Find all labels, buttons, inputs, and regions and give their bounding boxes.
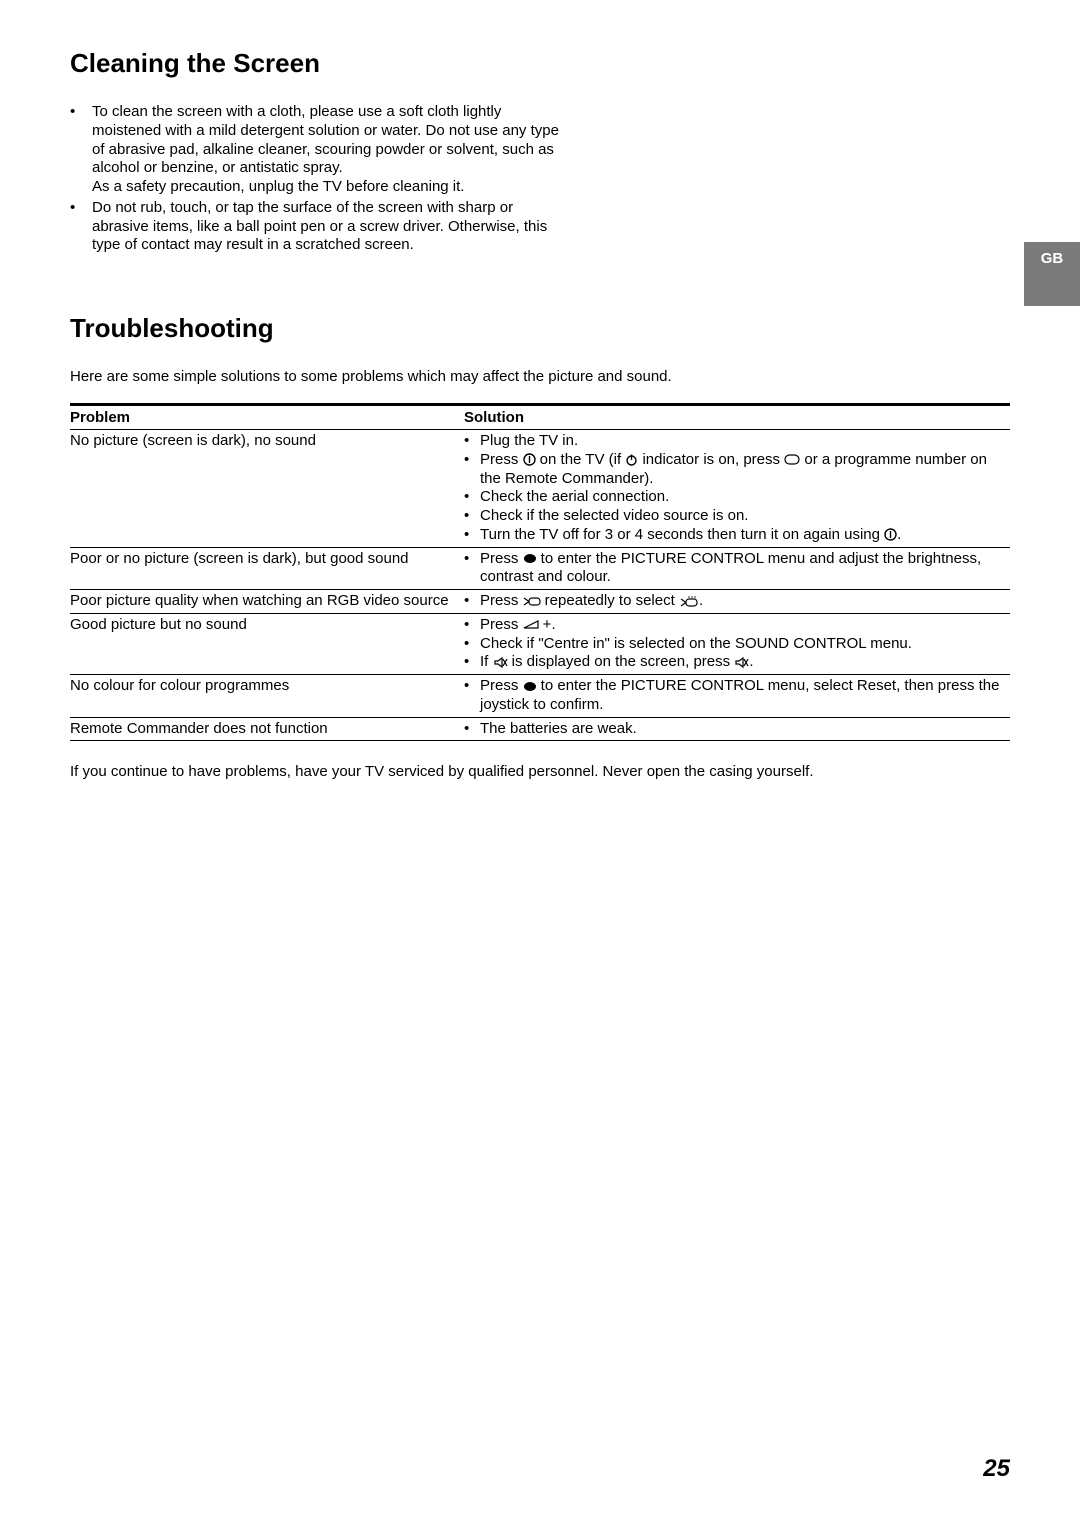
col-problem: Problem [70, 405, 464, 430]
problem-cell: No colour for colour programmes [70, 675, 464, 718]
cleaning-item-text: Do not rub, touch, or tap the surface of… [92, 199, 547, 254]
cleaning-item-text: To clean the screen with a cloth, please… [92, 103, 559, 176]
troubleshooting-table: Problem Solution No picture (screen is d… [70, 403, 1010, 741]
troubleshooting-intro: Here are some simple solutions to some p… [70, 368, 1010, 385]
solution-cell: Press +.Check if "Centre in" is selected… [464, 613, 1010, 674]
problem-cell: Poor picture quality when watching an RG… [70, 590, 464, 614]
troubleshooting-footnote: If you continue to have problems, have y… [70, 763, 1010, 780]
solution-cell: Plug the TV in.Press on the TV (if indic… [464, 430, 1010, 548]
table-row: Poor picture quality when watching an RG… [70, 590, 1010, 614]
solution-cell: Press to enter the PICTURE CONTROL menu,… [464, 675, 1010, 718]
table-row: Remote Commander does not functionThe ba… [70, 717, 1010, 741]
troubleshooting-heading: Troubleshooting [70, 313, 1010, 344]
language-tab: GB [1024, 242, 1080, 306]
problem-cell: Remote Commander does not function [70, 717, 464, 741]
cleaning-item: Do not rub, touch, or tap the surface of… [92, 199, 560, 255]
problem-cell: Poor or no picture (screen is dark), but… [70, 547, 464, 590]
solution-cell: Press to enter the PICTURE CONTROL menu … [464, 547, 1010, 590]
table-row: Good picture but no soundPress +.Check i… [70, 613, 1010, 674]
cleaning-heading: Cleaning the Screen [70, 48, 1010, 79]
cleaning-item-sub: As a safety precaution, unplug the TV be… [92, 178, 560, 197]
problem-cell: No picture (screen is dark), no sound [70, 430, 464, 548]
solution-cell: Press repeatedly to select . [464, 590, 1010, 614]
problem-cell: Good picture but no sound [70, 613, 464, 674]
table-row: Poor or no picture (screen is dark), but… [70, 547, 1010, 590]
cleaning-item: To clean the screen with a cloth, please… [92, 103, 560, 197]
table-row: No picture (screen is dark), no soundPlu… [70, 430, 1010, 548]
cleaning-list: To clean the screen with a cloth, please… [70, 103, 560, 255]
table-row: No colour for colour programmesPress to … [70, 675, 1010, 718]
solution-cell: The batteries are weak. [464, 717, 1010, 741]
page-number: 25 [983, 1455, 1010, 1483]
col-solution: Solution [464, 405, 1010, 430]
